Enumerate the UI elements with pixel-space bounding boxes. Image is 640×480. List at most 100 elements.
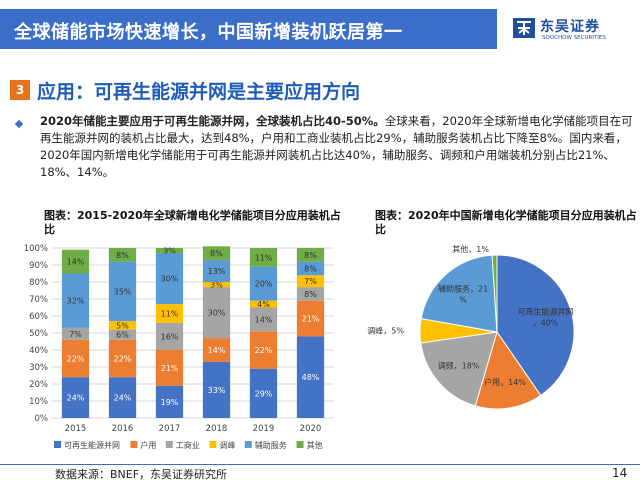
x-tick-label: 2016 <box>112 424 134 434</box>
legend-swatch <box>130 441 138 448</box>
bar-data-label: 3% <box>163 247 176 256</box>
bar-segment <box>155 253 184 305</box>
bar-segment <box>296 336 325 418</box>
bar-segment <box>202 287 231 339</box>
bar-segment <box>249 300 278 308</box>
bar-segment <box>108 248 137 262</box>
bar-segment <box>249 248 278 267</box>
bar-segment <box>155 385 184 418</box>
legend-label: 辅助服务 <box>255 440 287 450</box>
bar-segment <box>155 248 184 254</box>
bar-data-label: 11% <box>161 309 179 318</box>
bar-data-label: 8% <box>116 251 129 260</box>
bar-data-label: 22% <box>255 346 273 355</box>
page-number: 14 <box>612 466 628 480</box>
bar-data-label: 16% <box>161 332 179 341</box>
bar-segment <box>296 261 325 276</box>
bar-data-label: 8% <box>210 249 223 258</box>
bar-data-label: 4% <box>257 300 270 309</box>
logo-mark-icon <box>513 18 535 38</box>
data-source: 数据来源：BNEF，东吴证券研究所 <box>55 468 228 480</box>
bar-segment <box>61 273 90 328</box>
pie-data-label: 辅助服务，21% <box>438 284 488 305</box>
y-tick-label: 60% <box>29 312 48 322</box>
bar-chart-title: 图表：2015-2020年全球新增电化学储能项目分应用装机占比 <box>44 209 341 236</box>
bar-data-label: 20% <box>255 280 273 289</box>
y-tick-label: 20% <box>29 380 48 390</box>
bar-data-label: 14% <box>255 315 273 324</box>
bar-segment <box>108 339 137 378</box>
bar-segment <box>155 304 184 323</box>
bar-segment <box>202 246 231 260</box>
bar-data-label: 7% <box>304 277 317 286</box>
bar-segment <box>202 338 231 362</box>
bar-data-label: 30% <box>208 309 226 318</box>
y-tick-label: 90% <box>29 261 48 271</box>
x-tick-label: 2020 <box>300 424 322 434</box>
y-tick-label: 100% <box>24 244 48 254</box>
y-tick-label: 80% <box>29 278 48 288</box>
bar-segment <box>249 307 278 332</box>
pie-slice <box>420 254 498 333</box>
y-tick-label: 40% <box>29 346 48 356</box>
y-tick-label: 50% <box>29 329 48 339</box>
bar-segment <box>61 339 90 378</box>
pie-data-label: 其他，1% <box>452 244 489 254</box>
legend-swatch <box>165 441 173 448</box>
pie-chart: 可再生能源并网，40% 户用，14% 调频，18% 调峰，5% 辅助服务，21 % 其他，1… <box>367 244 575 410</box>
logo-english-name: SOOCHOW SECURITIES <box>542 35 606 41</box>
bar-segment <box>108 321 137 330</box>
bar-segment <box>202 282 231 288</box>
bar-segment <box>202 361 231 418</box>
bar-segment <box>61 327 90 340</box>
x-tick-label: 2017 <box>159 424 181 434</box>
pie-data-label: 调频，18% <box>438 360 480 370</box>
diamond-bullet-icon <box>14 119 24 129</box>
x-tick-label: 2015 <box>65 424 87 434</box>
bar-segment <box>296 275 325 288</box>
legend-label: 其他 <box>307 440 323 450</box>
pie-slice <box>491 254 498 333</box>
pie-slice <box>496 254 575 397</box>
legend-label: 调峰 <box>219 440 235 450</box>
bar-data-label: 21% <box>161 364 179 373</box>
bar-data-label: 30% <box>161 275 179 284</box>
bar-data-label: 8% <box>304 264 317 273</box>
header-bar <box>0 9 497 49</box>
x-tick-label: 2018 <box>206 424 228 434</box>
legend-label: 可再生能源并网 <box>64 440 120 450</box>
bar-segment <box>108 261 137 322</box>
x-tick-label: 2019 <box>253 424 275 434</box>
bar-segment <box>296 248 325 262</box>
bar-data-label: 21% <box>302 315 320 324</box>
bar-segment <box>61 377 90 418</box>
bar-segment <box>108 377 137 418</box>
pie-data-label: 可再生能源并网，40% <box>518 306 574 327</box>
legend-swatch <box>244 441 252 448</box>
pie-slice <box>420 331 498 407</box>
bar-data-label: 6% <box>116 331 129 340</box>
y-tick-label: 10% <box>29 397 48 407</box>
bar-data-label: 7% <box>69 330 82 339</box>
y-tick-label: 70% <box>29 295 48 305</box>
bar-data-label: 24% <box>67 394 85 403</box>
bar-data-label: 11% <box>255 253 273 262</box>
bar-data-label: 29% <box>255 389 273 398</box>
bar-data-label: 32% <box>67 297 85 306</box>
bar-data-label: 13% <box>208 267 226 276</box>
bar-data-label: 24% <box>114 394 132 403</box>
bar-data-label: 8% <box>304 290 317 299</box>
bar-data-label: 48% <box>302 373 320 382</box>
legend-label: 工商业 <box>176 440 200 450</box>
summary-lead: 2020年储能主要应用于可再生能源并网，全球装机占比40-50%。 <box>40 114 385 128</box>
y-tick-label: 0% <box>35 414 49 424</box>
bar-data-label: 19% <box>161 398 179 407</box>
footer-divider <box>0 464 640 465</box>
pie-chart-title: 图表：2020年中国新增电化学储能项目分应用装机占比 <box>375 209 637 236</box>
pie-data-label: 调峰，5% <box>367 326 404 336</box>
bar-segment <box>108 329 137 340</box>
legend-swatch <box>54 441 61 448</box>
bar-segment <box>249 331 278 369</box>
summary-body: 全球来看，2020年全球新增电化学储能项目在可再生能源并网的装机占比最大，达到4… <box>40 114 633 179</box>
bar-data-label: 14% <box>67 258 85 267</box>
